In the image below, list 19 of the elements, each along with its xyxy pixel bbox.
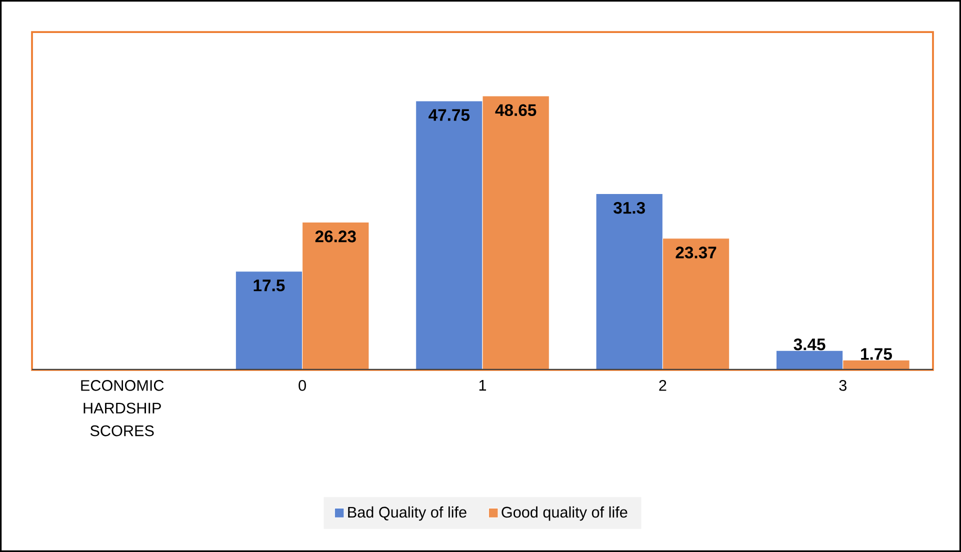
bar [596,193,663,370]
data-label: 48.65 [495,104,536,116]
data-label: 3.45 [794,338,826,350]
x-tick-label: 2 [659,380,666,391]
legend-label: Good quality of life [502,506,628,521]
data-label: 17.5 [254,280,285,292]
legend-label: Bad Quality of life [348,506,466,521]
data-label: 31.3 [614,202,645,214]
data-label: 23.37 [676,246,716,258]
x-tick-label: ECONOMIC HARDSHIP SCORES [81,380,164,436]
bar [416,100,483,370]
x-tick-label: 0 [298,380,306,391]
x-tick-label: 1 [479,380,486,391]
x-tick-label: 3 [839,380,846,391]
bar [776,350,844,370]
data-label: 26.23 [315,230,356,242]
data-label: 1.75 [861,348,892,360]
bar [235,271,303,370]
data-label: 47.75 [428,109,470,121]
